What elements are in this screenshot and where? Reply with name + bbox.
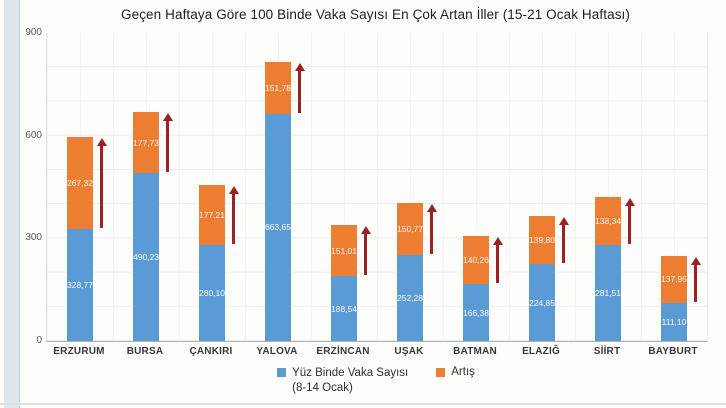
value-label-artis: 139,80 xyxy=(529,235,555,246)
bar-column-bursa: 177,73 490,23 xyxy=(113,33,179,341)
y-tick-label-300: 300 xyxy=(25,232,42,244)
legend-item-artis: Artış xyxy=(436,366,475,378)
value-label-vaka: 328,77 xyxy=(67,279,93,290)
bar-segment-vaka: 280,10 xyxy=(199,245,225,341)
stacked-bar-si̇i̇rt: 138,34 281,51 xyxy=(595,197,621,341)
legend: Yüz Binde Vaka Sayısı (8-14 Ocak) Artış xyxy=(46,366,706,396)
increase-arrow-icon xyxy=(294,62,305,113)
increase-arrow-icon xyxy=(690,256,701,302)
stacked-bar-uşak: 150,77 252,28 xyxy=(397,203,423,341)
x-tick-label-elaziğ: ELAZIĞ xyxy=(522,346,560,357)
x-tick-label-bursa: BURSA xyxy=(126,346,164,357)
legend-item-vaka: Yüz Binde Vaka Sayısı (8-14 Ocak) xyxy=(277,366,408,396)
bar-segment-artis: 177,21 xyxy=(199,184,225,246)
bar-segment-artis: 267,32 xyxy=(67,137,93,229)
y-tick-label-600: 600 xyxy=(25,129,42,141)
bar-segment-vaka: 188,54 xyxy=(331,276,357,341)
bar-segment-artis: 137,95 xyxy=(661,255,687,303)
bar-column-si̇i̇rt: 138,34 281,51 xyxy=(575,33,641,341)
stacked-bar-elaziğ: 139,80 224,85 xyxy=(529,216,555,341)
bar-segment-vaka: 328,77 xyxy=(67,228,93,341)
bar-column-çankiri: 177,21 280,10 xyxy=(179,33,245,341)
bar-segment-artis: 151,78 xyxy=(265,61,291,114)
increase-arrow-icon xyxy=(492,237,503,284)
bar-segment-artis: 150,77 xyxy=(397,203,423,255)
x-tick-label-bayburt: BAYBURT xyxy=(648,346,698,357)
bar-segment-vaka: 111,10 xyxy=(661,302,687,341)
value-label-vaka: 281,51 xyxy=(595,287,621,298)
bar-segment-artis: 177,73 xyxy=(133,112,159,174)
value-label-vaka: 280,10 xyxy=(199,288,225,299)
bar-segment-vaka: 663,65 xyxy=(265,113,291,341)
legend-label-vaka: Yüz Binde Vaka Sayısı xyxy=(292,367,409,379)
value-label-artis: 140,26 xyxy=(463,255,489,266)
bar-column-yalova: 151,78 663,65 xyxy=(245,33,311,341)
increase-arrow-icon xyxy=(624,198,635,244)
value-label-artis: 151,01 xyxy=(331,245,357,256)
y-tick-label-900: 900 xyxy=(25,27,42,38)
y-tick-label-0: 0 xyxy=(36,335,42,346)
increase-arrow-icon xyxy=(360,225,371,276)
legend-swatch-vaka-icon xyxy=(277,368,287,377)
bar-column-erzi̇ncan: 151,01 188,54 xyxy=(311,33,377,341)
x-tick-label-si̇i̇rt: SİİRT xyxy=(593,346,621,357)
value-label-vaka: 166,38 xyxy=(463,307,489,318)
stacked-bar-bursa: 177,73 490,23 xyxy=(133,112,159,341)
legend-swatch-artis-icon xyxy=(436,368,446,377)
stacked-bar-erzi̇ncan: 151,01 188,54 xyxy=(331,224,357,341)
page-bottom-edge-line xyxy=(0,403,726,405)
value-label-vaka: 188,54 xyxy=(331,303,357,314)
legend-subline-vaka: (8-14 Ocak) xyxy=(292,382,353,394)
value-label-vaka: 224,85 xyxy=(529,297,555,308)
bar-segment-artis: 138,34 xyxy=(595,197,621,245)
value-label-vaka: 490,23 xyxy=(133,252,159,263)
stacked-bar-batman: 140,26 166,38 xyxy=(463,236,489,341)
bars-container: 267,32 328,77 177,73 490,23 177,21 280,10 151,… xyxy=(47,33,707,341)
x-tick-label-çankiri: ÇANKIRI xyxy=(189,346,233,357)
value-label-artis: 267,32 xyxy=(67,177,93,188)
plot-area: 267,32 328,77 177,73 490,23 177,21 280,10 151,… xyxy=(46,33,708,342)
increase-arrow-icon xyxy=(162,113,173,173)
value-label-artis: 177,21 xyxy=(199,209,225,220)
stacked-bar-çankiri: 177,21 280,10 xyxy=(199,184,225,341)
bar-segment-artis: 140,26 xyxy=(463,236,489,285)
value-label-artis: 150,77 xyxy=(397,223,423,234)
stacked-bar-erzurum: 267,32 328,77 xyxy=(67,137,93,341)
x-tick-label-erzi̇ncan: ERZİNCAN xyxy=(316,346,370,357)
x-axis: ERZURUM BURSA ÇANKIRI YALOVA ERZİNCAN UŞAK BAT… xyxy=(46,346,706,357)
stacked-bar-bayburt: 137,95 111,10 xyxy=(661,255,687,341)
bar-segment-vaka: 166,38 xyxy=(463,284,489,341)
increase-arrow-icon xyxy=(558,217,569,264)
bar-segment-artis: 139,80 xyxy=(529,216,555,265)
increase-arrow-icon xyxy=(426,204,437,254)
bar-column-batman: 140,26 166,38 xyxy=(443,33,509,341)
bar-segment-artis: 151,01 xyxy=(331,224,357,277)
bar-segment-vaka: 224,85 xyxy=(529,264,555,341)
value-label-artis: 151,78 xyxy=(265,82,291,93)
x-tick-label-yalova: YALOVA xyxy=(256,346,298,357)
value-label-vaka: 111,10 xyxy=(661,316,687,327)
x-tick-label-uşak: UŞAK xyxy=(394,346,424,357)
value-label-artis: 137,95 xyxy=(661,274,687,285)
bar-column-uşak: 150,77 252,28 xyxy=(377,33,443,341)
value-label-vaka: 252,28 xyxy=(397,292,423,303)
value-label-artis: 177,73 xyxy=(133,137,159,148)
legend-label-artis: Artış xyxy=(451,366,475,378)
bar-segment-vaka: 281,51 xyxy=(595,244,621,341)
stacked-bar-yalova: 151,78 663,65 xyxy=(265,61,291,341)
chart-title: Geçen Haftaya Göre 100 Binde Vaka Sayısı… xyxy=(121,7,630,22)
bar-segment-vaka: 490,23 xyxy=(133,173,159,341)
bar-column-bayburt: 137,95 111,10 xyxy=(641,33,707,341)
increase-arrow-icon xyxy=(228,185,239,245)
bar-column-erzurum: 267,32 328,77 xyxy=(47,33,113,341)
page-left-edge-strip xyxy=(4,0,20,408)
x-tick-label-erzurum: ERZURUM xyxy=(53,346,105,357)
value-label-vaka: 663,65 xyxy=(265,222,291,233)
increase-arrow-icon xyxy=(96,138,107,228)
value-label-artis: 138,34 xyxy=(595,216,621,226)
bar-segment-vaka: 252,28 xyxy=(397,254,423,341)
bar-column-elaziğ: 139,80 224,85 xyxy=(509,33,575,341)
x-tick-label-batman: BATMAN xyxy=(453,346,497,357)
